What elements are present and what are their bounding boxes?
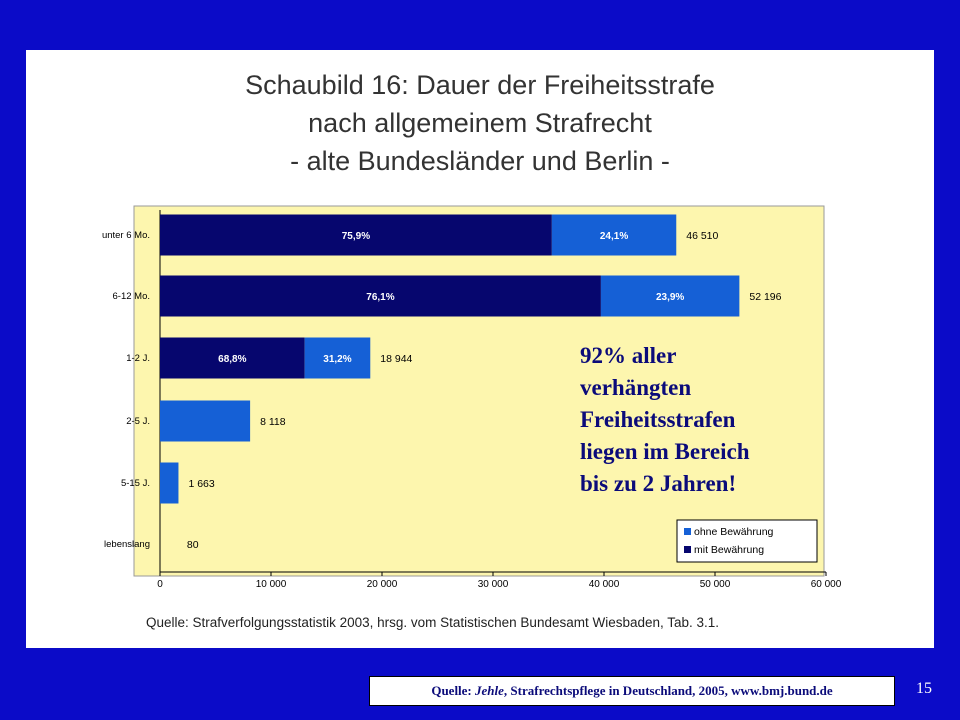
legend-swatch-ohne — [684, 528, 691, 535]
x-tick-label: 40 000 — [589, 579, 620, 590]
footer-prefix: Quelle: — [431, 683, 476, 698]
y-category-label: 5-15 J. — [121, 478, 150, 489]
bar-total-label: 80 — [187, 539, 199, 551]
bar-percent-label: 75,9% — [342, 231, 370, 242]
plot-area — [133, 205, 825, 577]
bar-percent-label: 76,1% — [366, 292, 394, 303]
bar-ohne-bewaehrung — [551, 214, 677, 256]
chart-subtitle: - alte Bundesländer und Berlin - — [290, 146, 670, 176]
callout-text: 92% aller verhängten Freiheitsstrafen li… — [580, 340, 840, 500]
slide-panel: Schaubild 16: Dauer der Freiheitsstrafe … — [26, 50, 934, 648]
legend-label-mit: mit Bewährung — [694, 544, 764, 556]
bar-percent-label: 23,9% — [656, 292, 684, 303]
footer-author: Jehle — [475, 683, 504, 698]
bar-ohne-bewaehrung — [160, 462, 179, 504]
x-tick-label: 60 000 — [811, 579, 842, 590]
x-tick-label: 20 000 — [367, 579, 398, 590]
x-tick-label: 30 000 — [478, 579, 509, 590]
chart-title-line-1: Schaubild 16: Dauer der Freiheitsstrafe — [245, 70, 715, 100]
bar-ohne-bewaehrung — [600, 275, 740, 317]
callout-line: Freiheitsstrafen — [580, 407, 736, 432]
bar-mit-bewaehrung — [160, 275, 601, 317]
bar-chart: 0 10 000 20 000 30 000 40 000 50 000 60 000 unt… — [102, 205, 842, 590]
y-category-label: 2-5 J. — [126, 416, 150, 427]
footer-rest: , Strafrechtspflege in Deutschland, 2005… — [503, 683, 833, 698]
bar-percent-label: 68,8% — [218, 354, 246, 365]
bar-total-label: 8 118 — [260, 416, 286, 428]
bar-total-label: 46 510 — [686, 230, 718, 242]
y-category-label: unter 6 Mo. — [102, 230, 150, 241]
y-category-label: lebenslang — [104, 539, 150, 550]
callout-line: liegen im Bereich — [580, 439, 750, 464]
bar-mit-bewaehrung — [160, 214, 552, 256]
callout-line: verhängten — [580, 375, 692, 400]
bar-percent-label: 31,2% — [323, 354, 351, 365]
page-number: 15 — [916, 680, 932, 697]
legend-swatch-mit — [684, 546, 691, 553]
legend-label-ohne: ohne Bewährung — [694, 526, 774, 538]
bar-total-label: 52 196 — [749, 291, 781, 303]
bar-total-label: 1 663 — [188, 478, 214, 490]
callout-line: bis zu 2 Jahren! — [580, 471, 737, 496]
bar-percent-label: 24,1% — [600, 231, 628, 242]
bar-ohne-bewaehrung — [304, 337, 371, 379]
legend-box — [676, 519, 818, 563]
x-tick-label: 10 000 — [256, 579, 287, 590]
chart-source: Quelle: Strafverfolgungsstatistik 2003, … — [146, 615, 720, 630]
bar-total-label: 18 944 — [380, 353, 412, 365]
chart-title-line-2: nach allgemeinem Strafrecht — [308, 108, 652, 138]
bar-ohne-bewaehrung — [160, 400, 251, 442]
y-category-label: 6-12 Mo. — [113, 291, 151, 302]
footer-source-box: Quelle: Jehle, Strafrechtspflege in Deut… — [369, 676, 895, 706]
x-tick-label: 0 — [157, 579, 163, 590]
bar-mit-bewaehrung — [160, 337, 305, 379]
callout-line: 92% aller — [580, 343, 677, 368]
y-category-label: 1-2 J. — [126, 353, 150, 364]
x-tick-label: 50 000 — [700, 579, 731, 590]
